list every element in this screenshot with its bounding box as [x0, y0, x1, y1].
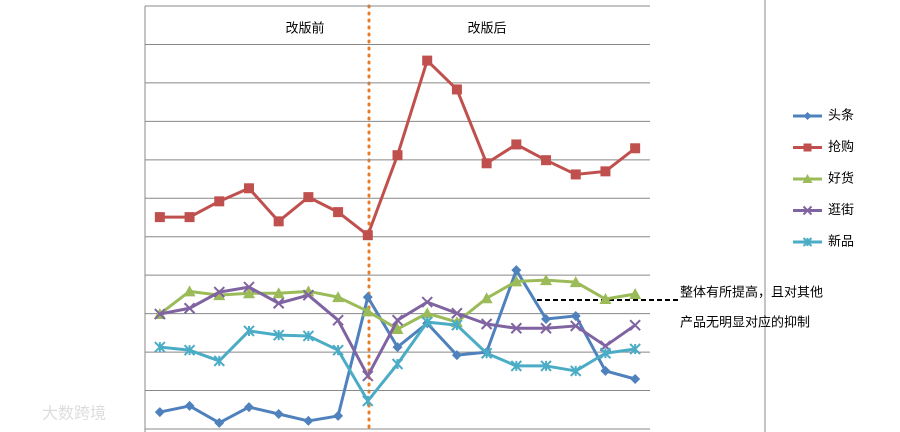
marker: [511, 265, 522, 276]
marker: [362, 230, 373, 241]
marker: [333, 410, 344, 421]
marker: [570, 169, 581, 180]
marker: [481, 158, 492, 169]
marker: [569, 276, 582, 288]
marker: [421, 307, 434, 319]
marker: [630, 143, 641, 154]
marker: [421, 296, 433, 308]
marker: [600, 166, 611, 177]
marker: [213, 286, 225, 298]
marker: [511, 139, 522, 150]
marker: [480, 292, 493, 304]
marker: [541, 314, 552, 325]
marker: [540, 274, 553, 286]
marker: [273, 409, 284, 420]
marker: [362, 370, 374, 382]
marker: [629, 319, 641, 331]
legend-marker: [803, 112, 812, 120]
marker: [242, 287, 255, 299]
marker: [214, 417, 225, 428]
marker: [570, 365, 582, 377]
marker: [629, 288, 642, 300]
marker: [480, 318, 493, 330]
marker: [214, 196, 225, 207]
annotation: 产品无明显对应的抑制: [680, 315, 810, 331]
legend-marker: [802, 174, 813, 183]
marker: [600, 365, 611, 376]
watermark: 大数跨境: [42, 404, 106, 423]
legend-label: 好货: [828, 171, 854, 187]
marker: [272, 297, 285, 309]
marker: [333, 207, 344, 218]
marker: [599, 293, 612, 305]
marker: [570, 310, 581, 321]
marker: [332, 344, 344, 356]
marker: [183, 302, 196, 314]
marker: [154, 407, 165, 418]
marker: [243, 325, 255, 337]
marker: [422, 55, 433, 66]
marker: [213, 355, 225, 367]
marker: [332, 314, 344, 326]
legend-label: 新品: [828, 234, 854, 250]
annotation: 整体有所提高，且对其他: [680, 285, 823, 301]
marker: [154, 212, 165, 223]
legend-marker: [802, 237, 813, 247]
marker: [480, 347, 493, 359]
marker: [183, 344, 196, 356]
series-line: [159, 59, 637, 237]
marker: [243, 402, 254, 413]
marker: [183, 285, 196, 297]
marker: [629, 343, 641, 355]
marker: [599, 347, 612, 359]
marker: [273, 216, 284, 227]
marker: [541, 155, 552, 166]
marker: [391, 358, 404, 370]
marker: [213, 289, 226, 301]
legend-marker: [803, 143, 812, 152]
marker: [154, 341, 166, 353]
marker: [302, 289, 315, 301]
marker: [391, 314, 404, 326]
marker: [540, 322, 552, 334]
annotation: 改版后: [467, 22, 506, 37]
marker: [303, 192, 314, 203]
marker: [361, 305, 374, 317]
marker: [451, 319, 463, 331]
marker: [392, 150, 403, 161]
marker: [272, 329, 285, 341]
legend-label: 头条: [828, 108, 854, 124]
legend-marker: [802, 205, 813, 216]
annotation: 改版前: [285, 21, 324, 37]
marker: [630, 374, 641, 385]
marker: [303, 415, 314, 426]
marker: [362, 292, 373, 303]
marker: [184, 400, 195, 411]
marker: [391, 323, 404, 335]
marker: [421, 316, 433, 328]
marker: [243, 183, 254, 194]
marker: [540, 360, 552, 372]
marker: [510, 322, 523, 334]
marker: [272, 287, 285, 299]
marker: [154, 308, 166, 320]
legend-label: 逛街: [828, 203, 854, 218]
marker: [332, 291, 345, 303]
marker: [362, 395, 374, 407]
legend-label: 抢购: [828, 139, 854, 155]
marker: [184, 212, 195, 223]
marker: [302, 330, 315, 342]
marker: [392, 342, 403, 353]
marker: [451, 307, 463, 319]
marker: [510, 360, 523, 372]
marker: [243, 281, 255, 293]
marker: [451, 350, 462, 361]
marker: [451, 84, 462, 95]
marker: [510, 275, 523, 287]
marker: [570, 320, 582, 332]
